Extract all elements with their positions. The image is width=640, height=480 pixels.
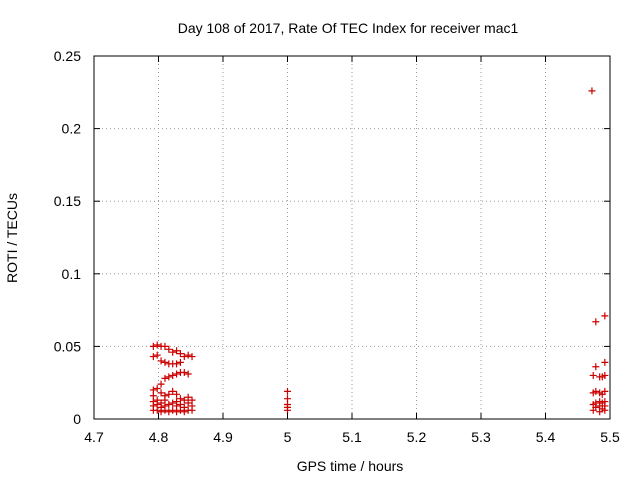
data-point: [173, 360, 181, 368]
data-point: [169, 406, 177, 414]
data-point: [180, 353, 188, 361]
data-point: [589, 371, 597, 379]
x-tick-label: 5.2: [407, 429, 427, 445]
data-point: [153, 396, 161, 404]
data-point: [161, 374, 169, 382]
x-tick-label: 5.3: [471, 429, 491, 445]
data-point: [165, 400, 173, 408]
y-tick-label: 0.1: [62, 266, 82, 282]
data-point: [184, 370, 192, 378]
y-tick-label: 0: [73, 411, 81, 427]
data-point: [169, 371, 177, 379]
data-point: [173, 370, 181, 378]
data-point: [180, 396, 188, 404]
x-tick-label: 4.8: [149, 429, 169, 445]
y-axis-label: ROTI / TECUs: [4, 193, 20, 283]
data-point: [157, 399, 165, 407]
data-point: [601, 312, 609, 320]
data-point: [592, 318, 600, 326]
x-tick-label: 5.1: [342, 429, 362, 445]
data-point: [165, 345, 173, 353]
x-tick-label: 5.5: [600, 429, 620, 445]
data-point: [188, 353, 196, 361]
data-point: [157, 389, 165, 397]
data-point: [157, 380, 165, 388]
data-point: [588, 87, 596, 95]
data-point: [180, 403, 188, 411]
data-point: [165, 390, 173, 398]
data-point: [173, 398, 181, 406]
data-point: [592, 363, 600, 371]
data-point: [601, 398, 609, 406]
data-point: [149, 342, 157, 350]
y-tick-label: 0.25: [54, 48, 81, 64]
data-point: [284, 395, 291, 403]
data-point: [157, 357, 165, 365]
data-point: [153, 351, 161, 359]
x-axis-label: GPS time / hours: [297, 458, 404, 474]
data-point: [188, 396, 196, 404]
data-point: [161, 342, 169, 350]
data-point: [184, 351, 192, 359]
data-point: [284, 387, 291, 395]
data-point: [169, 399, 177, 407]
data-point: [161, 358, 169, 366]
data-point: [149, 386, 157, 394]
data-point: [149, 353, 157, 361]
axis-ticks: 4.7 4.8 4.9 5 5.1 5.2 5.3 5.4 5.5 0 0.05 0.1 0.15 0.2…: [54, 48, 620, 445]
data-point: [161, 392, 169, 400]
data-point: [153, 385, 161, 393]
data-point: [176, 358, 184, 366]
data-points: [149, 87, 609, 416]
y-tick-label: 0.15: [54, 193, 81, 209]
data-point: [173, 347, 181, 355]
x-tick-label: 4.9: [213, 429, 233, 445]
x-tick-label: 5.4: [536, 429, 556, 445]
data-point: [601, 371, 609, 379]
y-tick-label: 0.05: [54, 338, 81, 354]
y-tick-label: 0.2: [62, 121, 82, 137]
x-tick-label: 5: [284, 429, 292, 445]
data-point: [601, 387, 609, 395]
data-point: [592, 387, 600, 395]
data-point: [184, 393, 192, 401]
data-point: [165, 408, 173, 416]
x-tick-label: 4.7: [84, 429, 104, 445]
data-point: [601, 358, 609, 366]
data-point: [176, 350, 184, 358]
grid: [94, 56, 610, 419]
data-point: [180, 369, 188, 377]
data-point: [592, 399, 600, 407]
chart-title: Day 108 of 2017, Rate Of TEC Index for r…: [178, 20, 519, 36]
data-point: [176, 395, 184, 403]
data-point: [153, 341, 161, 349]
data-point: [169, 348, 177, 356]
data-point: [165, 373, 173, 381]
data-point: [169, 387, 177, 395]
data-point: [173, 390, 181, 398]
